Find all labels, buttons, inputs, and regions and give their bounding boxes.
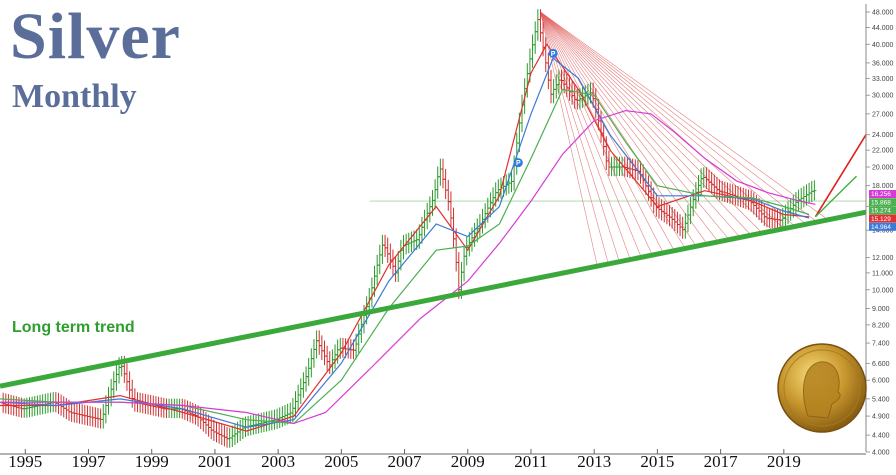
x-tick-label: 1995 [8,452,42,470]
price-label: 14.964 [871,224,891,231]
y-tick-label: 33.000 [872,76,894,83]
ma-long-line [0,109,816,425]
fan-line [540,11,664,254]
long-term-trendline [0,209,867,389]
y-tick-label: 10.000 [872,287,894,294]
fan-line [540,11,741,238]
y-tick-label: 24.000 [872,132,894,139]
fan-line [540,11,686,249]
x-tick-label: 2007 [388,452,423,470]
trendline-label: Long term trend [12,319,135,336]
chart-title: Silver [10,0,181,73]
price-label: 16.256 [871,191,891,198]
fan-line [540,11,829,221]
y-tick-label: 8.200 [872,322,890,329]
y-tick-label: 4.400 [872,433,890,440]
pattern-marker-label: P [516,160,521,167]
x-tick-label: 2011 [514,452,547,470]
fan-line [540,11,774,232]
y-tick-label: 9.000 [872,306,890,313]
y-tick-label: 20.000 [872,165,894,172]
price-label-box [869,190,896,198]
x-tick-label: 2009 [451,452,485,470]
pattern-marker [548,48,558,58]
projection-green-line [814,175,857,218]
fan-line [540,11,697,247]
fan-line [540,11,807,225]
y-tick-label: 5.400 [872,396,890,403]
coin-portrait [803,361,841,419]
ma-fast-line [0,43,810,432]
fan-line [540,11,730,240]
y-tick-label: 30.000 [872,93,894,100]
y-tick-label: 12.000 [872,255,894,262]
x-tick-label: 1997 [71,452,106,470]
y-tick-label: 4.000 [872,450,890,457]
ma-mid-line [0,57,810,428]
fan-line [540,11,598,267]
projection-red-line [814,134,867,218]
price-label-box [869,214,896,223]
ma-slow-line [0,88,810,425]
price-label-box [869,222,896,231]
y-tick-label: 36.000 [872,60,894,67]
y-tick-label: 7.400 [872,341,890,348]
price-label-box [869,198,896,207]
y-tick-label: 44.000 [872,25,894,32]
fan-line [540,11,642,258]
y-tick-label: 18.000 [872,183,894,190]
y-tick-label: 40.000 [872,42,894,49]
price-label: 15.868 [871,199,891,206]
price-label: 15.129 [871,216,891,223]
y-tick-label: 27.000 [872,111,894,118]
x-tick-label: 2015 [640,452,674,470]
price-label: 15.274 [871,208,891,215]
x-tick-label: 2013 [577,452,611,470]
y-tick-label: 22.000 [872,148,894,155]
fan-line [540,11,653,256]
fan-line [540,11,719,243]
y-tick-label: 14.000 [872,228,894,235]
x-tick-label: 2001 [198,452,232,470]
y-tick-label: 6.600 [872,361,890,368]
x-tick-label: 2019 [767,452,801,470]
pattern-marker [513,158,523,168]
x-tick-label: 1999 [135,452,169,470]
y-tick-label: 48.000 [872,10,894,17]
y-tick-label: 4.900 [872,414,890,421]
fan-line [540,11,752,236]
x-tick-label: 2003 [261,452,295,470]
y-tick-label: 6.000 [872,378,890,385]
coin-rim [783,349,861,427]
price-label-box [869,206,896,215]
fan-line [540,11,818,223]
pattern-marker-label: P [551,51,556,58]
x-tick-label: 2005 [324,452,358,470]
fan-line [540,11,708,245]
fan-line [540,11,675,251]
x-tick-label: 2017 [704,452,739,470]
chart-subtitle: Monthly [12,78,137,115]
fan-line [540,11,796,227]
y-tick-label: 11.000 [872,270,893,277]
